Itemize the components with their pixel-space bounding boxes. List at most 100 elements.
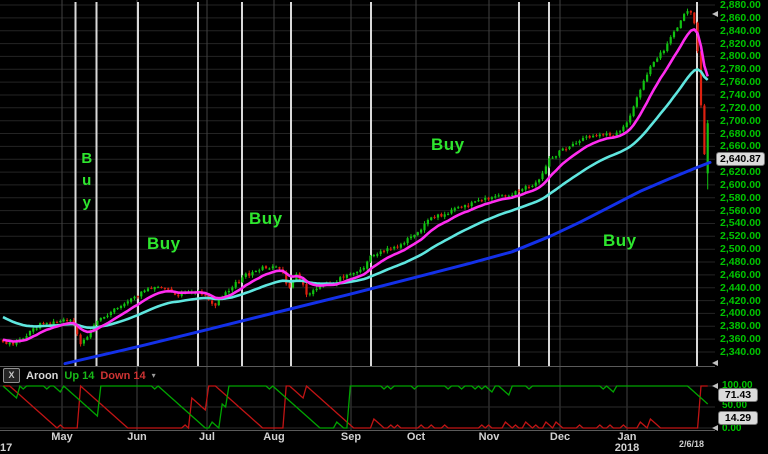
candle [116, 308, 119, 309]
aroon-down-line [3, 384, 708, 430]
candle [625, 122, 628, 127]
candle [689, 11, 692, 13]
candle [163, 287, 166, 289]
candle [204, 294, 207, 296]
candle [450, 209, 453, 214]
price-tick: 2,380.00 [720, 320, 761, 333]
candle [312, 290, 315, 295]
candle [244, 273, 247, 277]
candle [443, 214, 446, 217]
aroon-close-button[interactable]: X [3, 368, 20, 383]
candle [109, 312, 112, 315]
price-tick: 2,580.00 [720, 191, 761, 204]
candle [76, 324, 79, 335]
candle [683, 14, 686, 21]
candle [305, 284, 308, 295]
aroon-study-name: Aroon [26, 369, 59, 382]
buy-label[interactable]: Buy [147, 234, 181, 253]
vertical-gridlines [61, 0, 628, 430]
candle [423, 223, 426, 231]
candle [318, 286, 322, 289]
candle [453, 208, 456, 211]
cyan-ma-line [2, 68, 709, 329]
candle [592, 135, 595, 138]
candle [632, 106, 635, 117]
candle [639, 89, 642, 98]
candle [524, 186, 527, 190]
candle [379, 251, 382, 254]
candle [608, 133, 612, 136]
candle [315, 288, 318, 291]
candle [447, 213, 450, 215]
price-tick: 2,420.00 [720, 294, 761, 307]
candle [376, 254, 379, 256]
candle [150, 288, 153, 289]
aroon-up-line [2, 384, 709, 430]
candle [32, 328, 35, 332]
candle [571, 143, 574, 147]
candle [167, 288, 170, 290]
last-date-label: 2/6/18 [679, 439, 705, 449]
price-tick: 2,880.00 [720, 0, 761, 11]
candle [605, 133, 608, 136]
candle [264, 266, 268, 269]
price-tick: 2,800.00 [720, 50, 761, 63]
candle [420, 229, 423, 233]
candle [622, 126, 625, 132]
candle [123, 303, 126, 307]
candle [227, 291, 230, 293]
price-tick: 2,540.00 [720, 217, 761, 230]
candle [460, 206, 463, 208]
candle [487, 197, 490, 200]
price-tick: 2,480.00 [720, 256, 761, 269]
candle [554, 156, 558, 158]
candle [501, 195, 504, 197]
buy-label[interactable]: Buy [249, 209, 283, 228]
year-label-2017: 17 [0, 442, 13, 454]
candle [588, 135, 591, 138]
candle [133, 296, 136, 299]
candle [140, 291, 143, 297]
candle [126, 301, 129, 304]
candle [581, 138, 585, 141]
candle [615, 132, 618, 136]
candle [12, 342, 15, 345]
magenta-ma-line [2, 28, 709, 343]
candle [642, 80, 645, 90]
candle [362, 268, 365, 270]
candle [538, 179, 541, 183]
candlesticks [1, 8, 709, 347]
candle [635, 97, 638, 107]
candle [541, 173, 544, 180]
price-tick: 2,400.00 [720, 307, 761, 320]
chevron-down-icon[interactable]: ▾ [151, 371, 156, 380]
candle [706, 123, 709, 174]
candle [349, 274, 352, 276]
candle [585, 136, 588, 138]
candle [146, 288, 150, 292]
candle [248, 273, 251, 276]
candle [278, 267, 281, 269]
month-label: Nov [478, 431, 500, 443]
buy-label[interactable]: Buy [431, 135, 465, 154]
candle [82, 339, 85, 344]
candle [686, 11, 689, 14]
candle [160, 287, 163, 288]
buy-label[interactable]: Buy [603, 231, 637, 250]
candle [399, 244, 402, 248]
month-label: Sep [340, 431, 362, 443]
candle [534, 182, 537, 186]
candle [234, 282, 237, 288]
candle [268, 268, 271, 270]
candle [699, 51, 703, 106]
price-tick: 2,700.00 [720, 114, 761, 127]
candle [291, 279, 295, 288]
candle [494, 196, 497, 198]
candle [504, 195, 507, 197]
buy-label[interactable]: B u y [81, 150, 93, 211]
candle [386, 248, 389, 252]
candle [662, 50, 665, 53]
candle [531, 186, 534, 187]
candle [237, 281, 241, 283]
